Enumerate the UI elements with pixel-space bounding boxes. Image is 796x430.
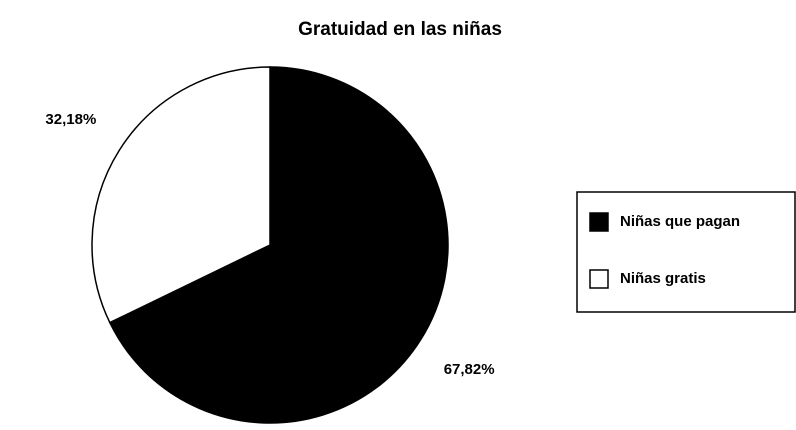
legend-box <box>576 191 796 313</box>
legend-swatch <box>589 212 609 232</box>
pie-slice <box>108 66 449 424</box>
chart-title: Gratuidad en las niñas <box>298 19 502 40</box>
slice-label: 32,18% <box>45 111 96 128</box>
legend-swatch <box>589 269 609 289</box>
pie-slice <box>91 66 271 324</box>
legend-label: Niñas que pagan <box>620 213 740 230</box>
legend-label: Niñas gratis <box>620 270 706 287</box>
slice-label: 67,82% <box>444 361 495 378</box>
